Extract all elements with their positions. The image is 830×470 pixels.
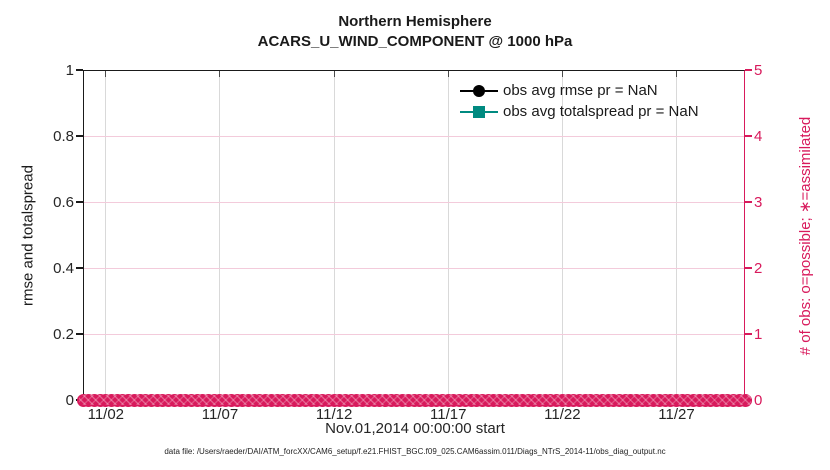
y-tick-right bbox=[745, 135, 752, 137]
left-y-tick-label: 0.4 bbox=[53, 260, 74, 277]
x-tick-label: 11/22 bbox=[544, 406, 581, 423]
y-tick-right bbox=[745, 333, 752, 335]
chart-subtitle: ACARS_U_WIND_COMPONENT @ 1000 hPa bbox=[257, 33, 573, 50]
x-gridline bbox=[105, 71, 107, 399]
right-y-tick-label: 0 bbox=[754, 392, 763, 409]
x-gridline bbox=[447, 71, 449, 399]
obs-possible-marker bbox=[738, 393, 752, 407]
right-y-tick-label: 3 bbox=[754, 194, 763, 211]
x-axis-label: Nov.01,2014 00:00:00 start bbox=[325, 420, 505, 437]
y-tick-left bbox=[76, 201, 83, 203]
legend-label-rmse: obs avg rmse pr = NaN bbox=[503, 82, 658, 99]
y-gridline bbox=[84, 267, 744, 269]
x-gridline bbox=[676, 71, 678, 399]
x-gridline bbox=[333, 71, 335, 399]
x-tick-label: 11/17 bbox=[430, 406, 467, 423]
right-y-tick-label: 4 bbox=[754, 128, 763, 145]
x-tick-label: 11/12 bbox=[315, 406, 353, 423]
left-y-tick-label: 1 bbox=[65, 62, 74, 79]
chart-title-region: Northern Hemisphere bbox=[338, 13, 492, 30]
y-tick-left bbox=[76, 69, 83, 71]
totalspread-square-marker-icon bbox=[473, 105, 485, 118]
y-gridline bbox=[84, 333, 744, 335]
legend: obs avg rmse pr = NaN obs avg totalsprea… bbox=[460, 80, 699, 122]
legend-sample-rmse bbox=[460, 84, 498, 98]
legend-sample-totalspread bbox=[460, 105, 498, 119]
left-y-axis-label: rmse and totalspread bbox=[19, 165, 37, 306]
x-tick-top bbox=[561, 71, 563, 77]
x-tick-top bbox=[105, 71, 107, 77]
legend-item-totalspread: obs avg totalspread pr = NaN bbox=[460, 101, 699, 122]
right-y-tick-label: 5 bbox=[754, 62, 763, 79]
left-y-tick-label: 0.2 bbox=[53, 326, 74, 343]
x-tick-top bbox=[676, 71, 678, 77]
legend-item-rmse: obs avg rmse pr = NaN bbox=[460, 80, 699, 101]
y-gridline bbox=[84, 135, 744, 137]
left-y-tick-label: 0.8 bbox=[53, 128, 74, 145]
left-y-tick-label: 0 bbox=[65, 392, 74, 409]
x-tick-top bbox=[219, 71, 221, 77]
y-gridline bbox=[84, 201, 744, 203]
x-tick-label: 11/07 bbox=[201, 406, 239, 423]
x-gridline bbox=[561, 71, 563, 399]
data-file-caption: data file: /Users/raeder/DAI/ATM_forcXX/… bbox=[164, 447, 666, 456]
y-tick-left bbox=[76, 333, 83, 335]
left-y-tick-label: 0.6 bbox=[53, 194, 74, 211]
y-tick-right bbox=[745, 69, 752, 71]
right-y-axis-label: # of obs: o=possible; ∗=assimilated bbox=[797, 116, 814, 356]
x-tick-label: 11/02 bbox=[87, 406, 125, 423]
rmse-circle-marker-icon bbox=[473, 84, 485, 97]
y-tick-right bbox=[745, 267, 752, 269]
x-tick-top bbox=[333, 71, 335, 77]
y-tick-right bbox=[745, 201, 752, 203]
right-y-tick-label: 2 bbox=[754, 260, 763, 277]
y-tick-left bbox=[76, 135, 83, 137]
x-tick-label: 11/27 bbox=[658, 406, 695, 423]
right-y-tick-label: 1 bbox=[754, 326, 763, 343]
x-gridline bbox=[219, 71, 221, 399]
y-tick-left bbox=[76, 267, 83, 269]
x-tick-top bbox=[447, 71, 449, 77]
legend-label-totalspread: obs avg totalspread pr = NaN bbox=[503, 103, 699, 120]
band-speckle-overlay bbox=[79, 395, 751, 405]
